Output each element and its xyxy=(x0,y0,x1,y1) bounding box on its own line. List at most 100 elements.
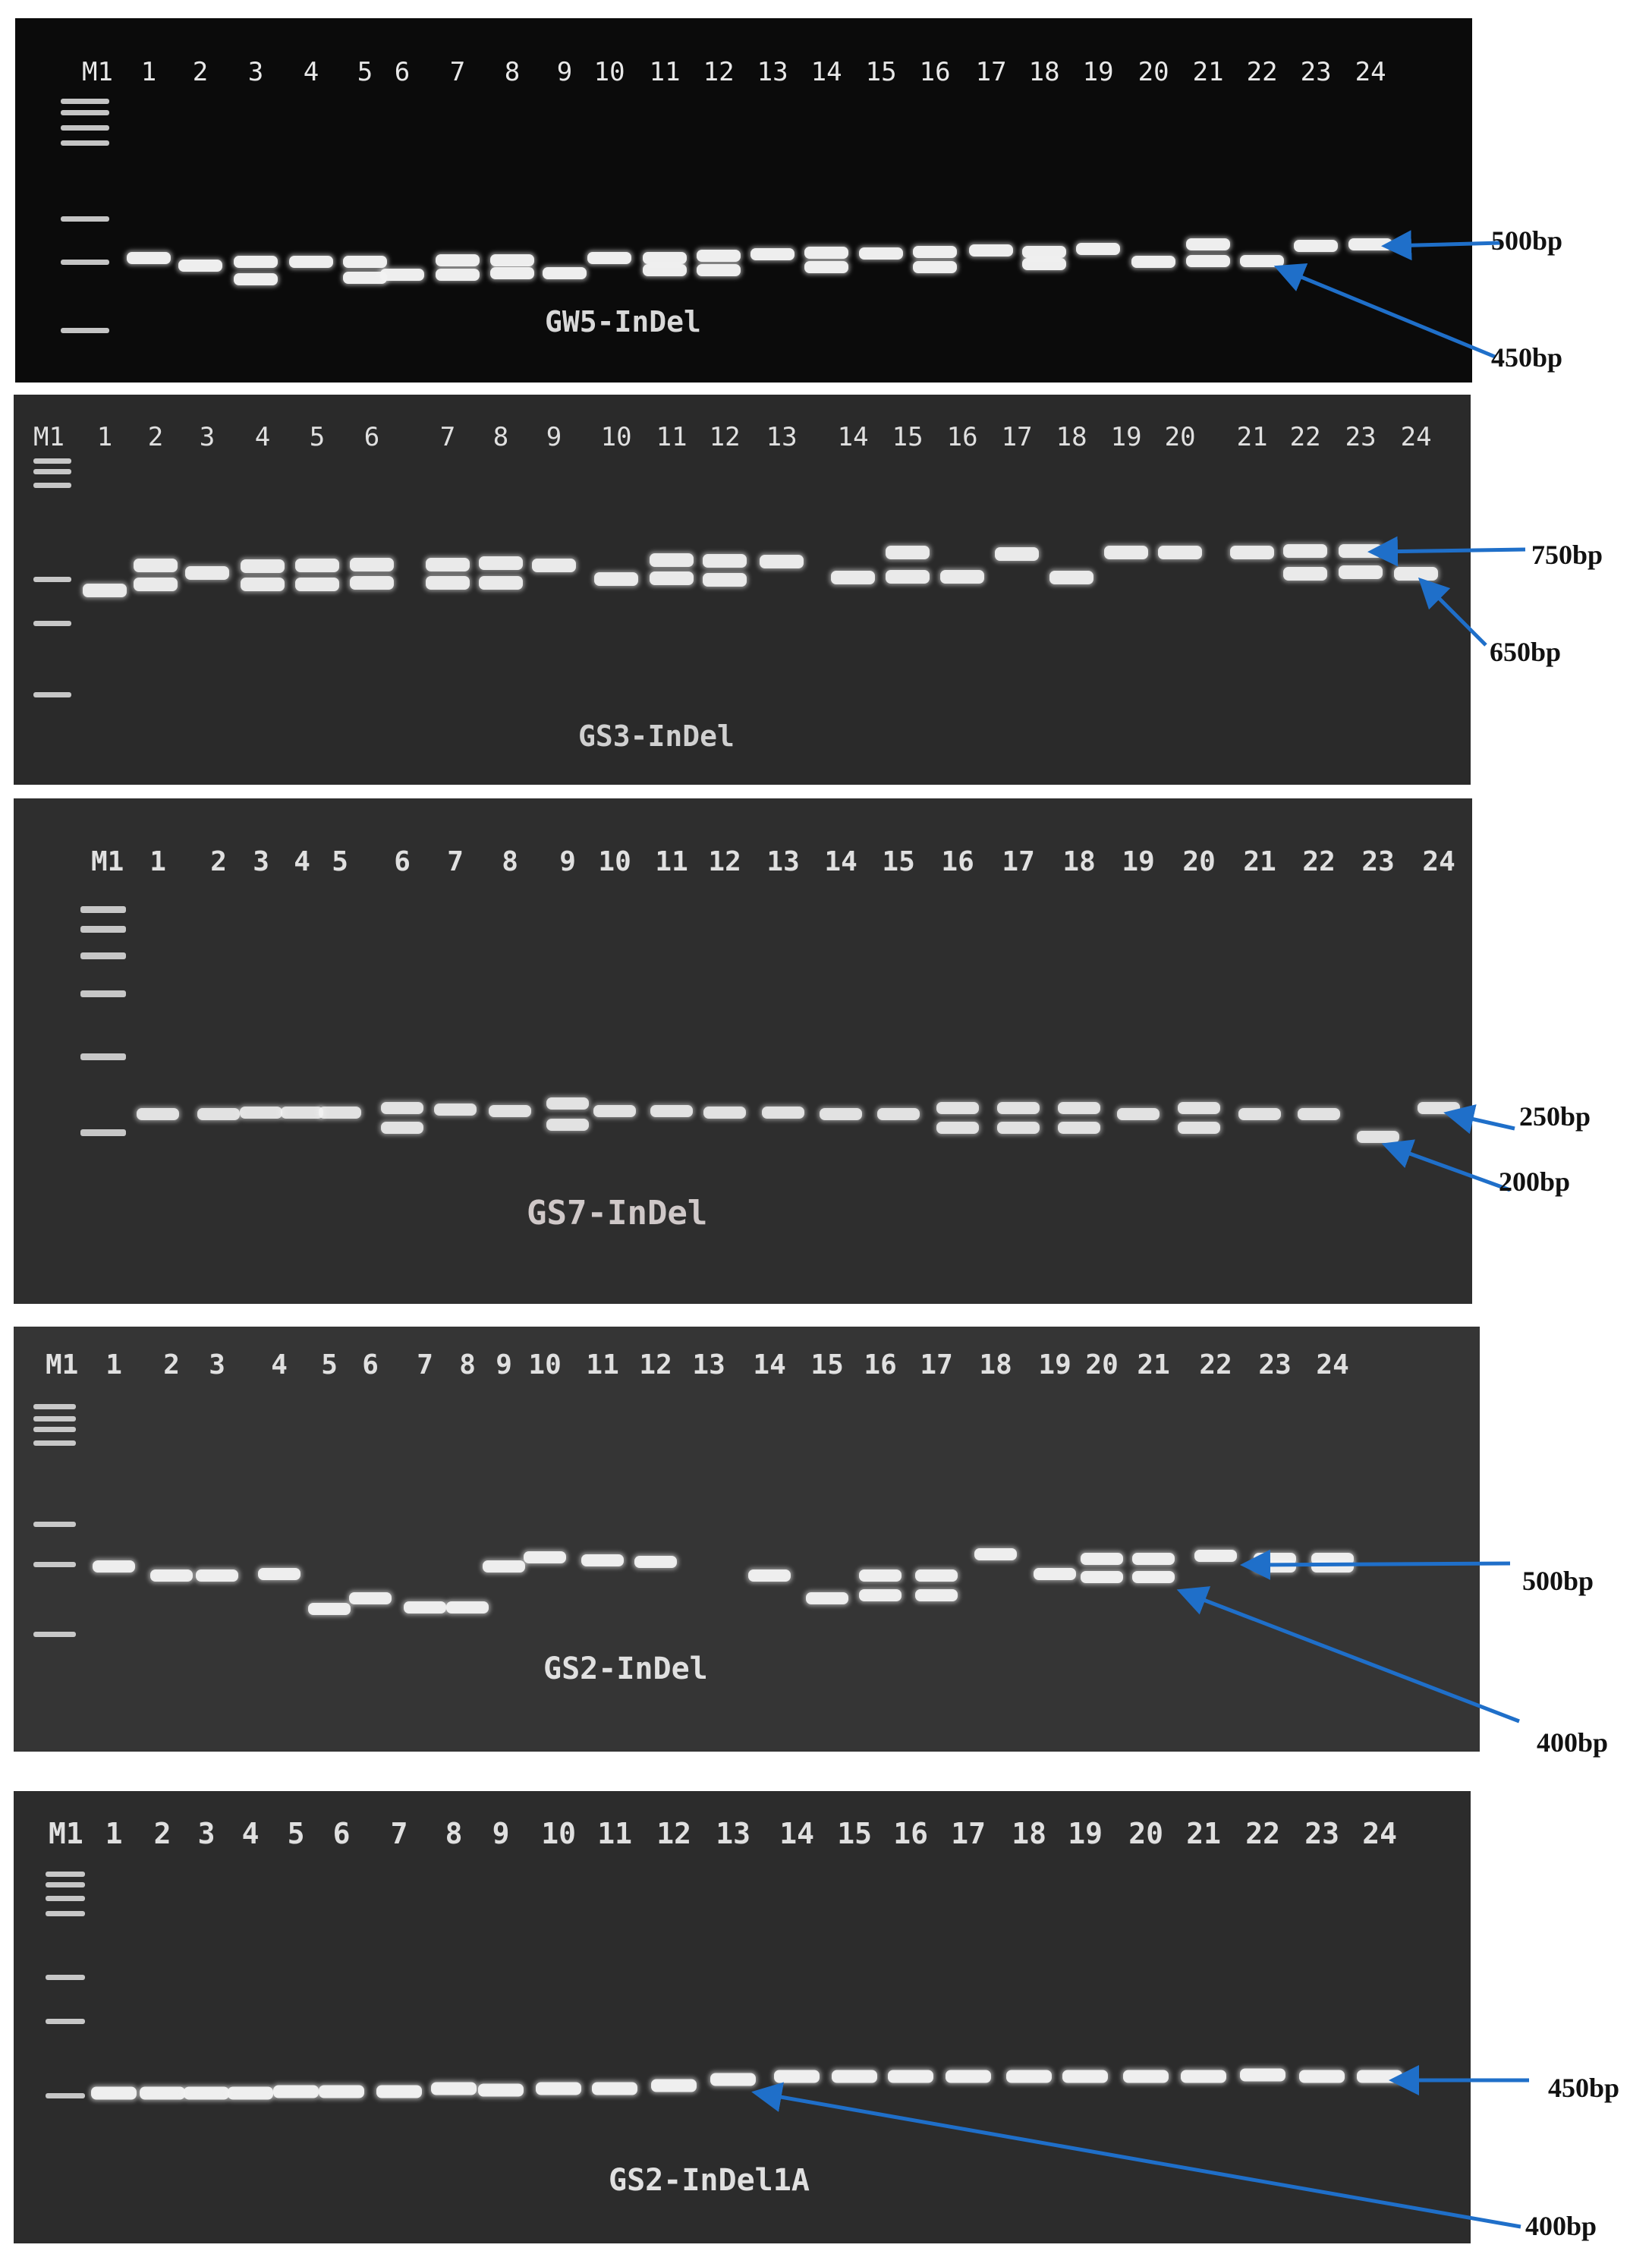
gel-panel-gs7: M1 1 2 3 4 5 6 7 8 9 10 11 12 13 14 15 16 17 18 19 20 21 22 23… xyxy=(0,797,1652,1321)
dna-band xyxy=(1238,1108,1281,1120)
dna-band xyxy=(1081,1553,1123,1565)
lane-label: 19 xyxy=(1038,1349,1071,1381)
lane-label: 17 xyxy=(951,1817,986,1850)
dna-band xyxy=(697,250,741,262)
dna-band xyxy=(913,261,957,273)
ladder-band xyxy=(33,1562,76,1567)
size-label-200bp: 200bp xyxy=(1499,1166,1571,1197)
dna-band xyxy=(946,2070,991,2083)
lane-label: 10 xyxy=(600,422,632,452)
dna-band xyxy=(859,1589,902,1601)
dna-band xyxy=(178,260,222,272)
dna-band xyxy=(804,247,848,259)
lane-label: 1 xyxy=(105,1349,122,1381)
lane-label: 23 xyxy=(1300,57,1332,87)
dna-band xyxy=(434,1103,477,1116)
dna-band xyxy=(536,2082,581,2095)
lane-label: 17 xyxy=(1001,422,1033,452)
dna-band xyxy=(489,1105,531,1117)
dna-band xyxy=(479,576,523,590)
dna-band xyxy=(1194,1550,1237,1562)
lane-label: 5 xyxy=(357,57,373,87)
lane-label: 21 xyxy=(1243,846,1276,877)
lane-label: 16 xyxy=(864,1349,897,1381)
ladder-band xyxy=(46,2019,85,2024)
dna-band xyxy=(228,2086,273,2100)
lane-label: 21 xyxy=(1236,422,1268,452)
lane-label: 6 xyxy=(363,422,380,452)
dna-band xyxy=(376,2085,422,2098)
lane-label: 1 xyxy=(96,422,113,452)
dna-band xyxy=(936,1122,979,1134)
gel-image-gs3 xyxy=(14,395,1526,785)
dna-band xyxy=(820,1108,862,1120)
gel-label: GS2-InDel1A xyxy=(609,2163,810,2198)
ladder-band xyxy=(33,458,71,464)
lane-label: 22 xyxy=(1245,1817,1280,1850)
dna-band xyxy=(134,559,178,572)
lane-label: 20 xyxy=(1085,1349,1119,1381)
pointer-arrow xyxy=(1367,536,1526,567)
ladder-band xyxy=(33,1440,76,1446)
lane-label: 20 xyxy=(1182,846,1216,877)
dna-band xyxy=(1132,1571,1175,1583)
lane-label: 16 xyxy=(941,846,974,877)
dna-band xyxy=(478,2083,524,2097)
ladder-band xyxy=(33,1427,76,1432)
dna-band xyxy=(650,1105,693,1117)
dna-band xyxy=(127,252,171,264)
dna-band xyxy=(886,570,930,584)
dna-band xyxy=(1058,1122,1100,1134)
dna-band xyxy=(760,555,804,568)
dna-band xyxy=(1034,1568,1076,1580)
dna-band xyxy=(703,1107,746,1119)
ladder-band xyxy=(80,1129,126,1136)
dna-band xyxy=(1022,258,1066,270)
dna-band xyxy=(490,267,534,279)
dna-band xyxy=(1104,546,1148,559)
pointer-arrow xyxy=(1443,1104,1515,1135)
dna-band xyxy=(774,2070,820,2083)
ladder-band xyxy=(46,1872,85,1877)
lane-label: 14 xyxy=(824,846,857,877)
lane-label: 24 xyxy=(1362,1817,1397,1850)
lane-label: 15 xyxy=(882,846,915,877)
dna-band xyxy=(997,1122,1040,1134)
dna-band xyxy=(1299,2070,1345,2083)
lane-label: 2 xyxy=(210,846,227,877)
lane-label: 17 xyxy=(975,57,1007,87)
dna-band xyxy=(295,578,339,591)
gel-panel-gs2-1a: M1 1 2 3 4 5 6 7 8 9 10 11 12 13 14 15 16 17 18 19 20 21 22 23… xyxy=(0,1776,1652,2251)
dna-band xyxy=(651,2079,697,2092)
lane-label: 24 xyxy=(1422,846,1455,877)
lane-label: 18 xyxy=(1056,422,1087,452)
ladder-band xyxy=(33,1416,76,1421)
dna-band xyxy=(762,1107,804,1119)
lane-label: 11 xyxy=(597,1817,632,1850)
lane-label: 16 xyxy=(946,422,978,452)
dna-band xyxy=(93,1560,135,1573)
gel-image-gs2-1a xyxy=(14,1791,1529,2243)
dna-band xyxy=(969,244,1013,257)
lane-label: 2 xyxy=(153,1817,171,1850)
ladder-band xyxy=(33,692,71,697)
lane-label: 23 xyxy=(1258,1349,1292,1381)
dna-band xyxy=(1394,567,1438,581)
dna-band xyxy=(343,256,387,268)
lane-label: 1 xyxy=(149,846,166,877)
size-label-500bp: 500bp xyxy=(1491,225,1563,256)
size-label-650bp: 650bp xyxy=(1490,637,1562,667)
dna-band xyxy=(197,1108,240,1120)
lane-label: 3 xyxy=(253,846,269,877)
dna-band xyxy=(134,578,178,591)
dna-band xyxy=(1049,571,1093,584)
dna-band xyxy=(281,1107,323,1119)
lane-label: 8 xyxy=(502,846,518,877)
lane-label: 20 xyxy=(1138,57,1169,87)
lane-label: 5 xyxy=(309,422,326,452)
dna-band xyxy=(748,1569,791,1582)
lane-label: 12 xyxy=(656,1817,691,1850)
lane-label: 18 xyxy=(1028,57,1060,87)
pointer-arrow xyxy=(1240,1549,1511,1580)
lane-label: 8 xyxy=(445,1817,463,1850)
